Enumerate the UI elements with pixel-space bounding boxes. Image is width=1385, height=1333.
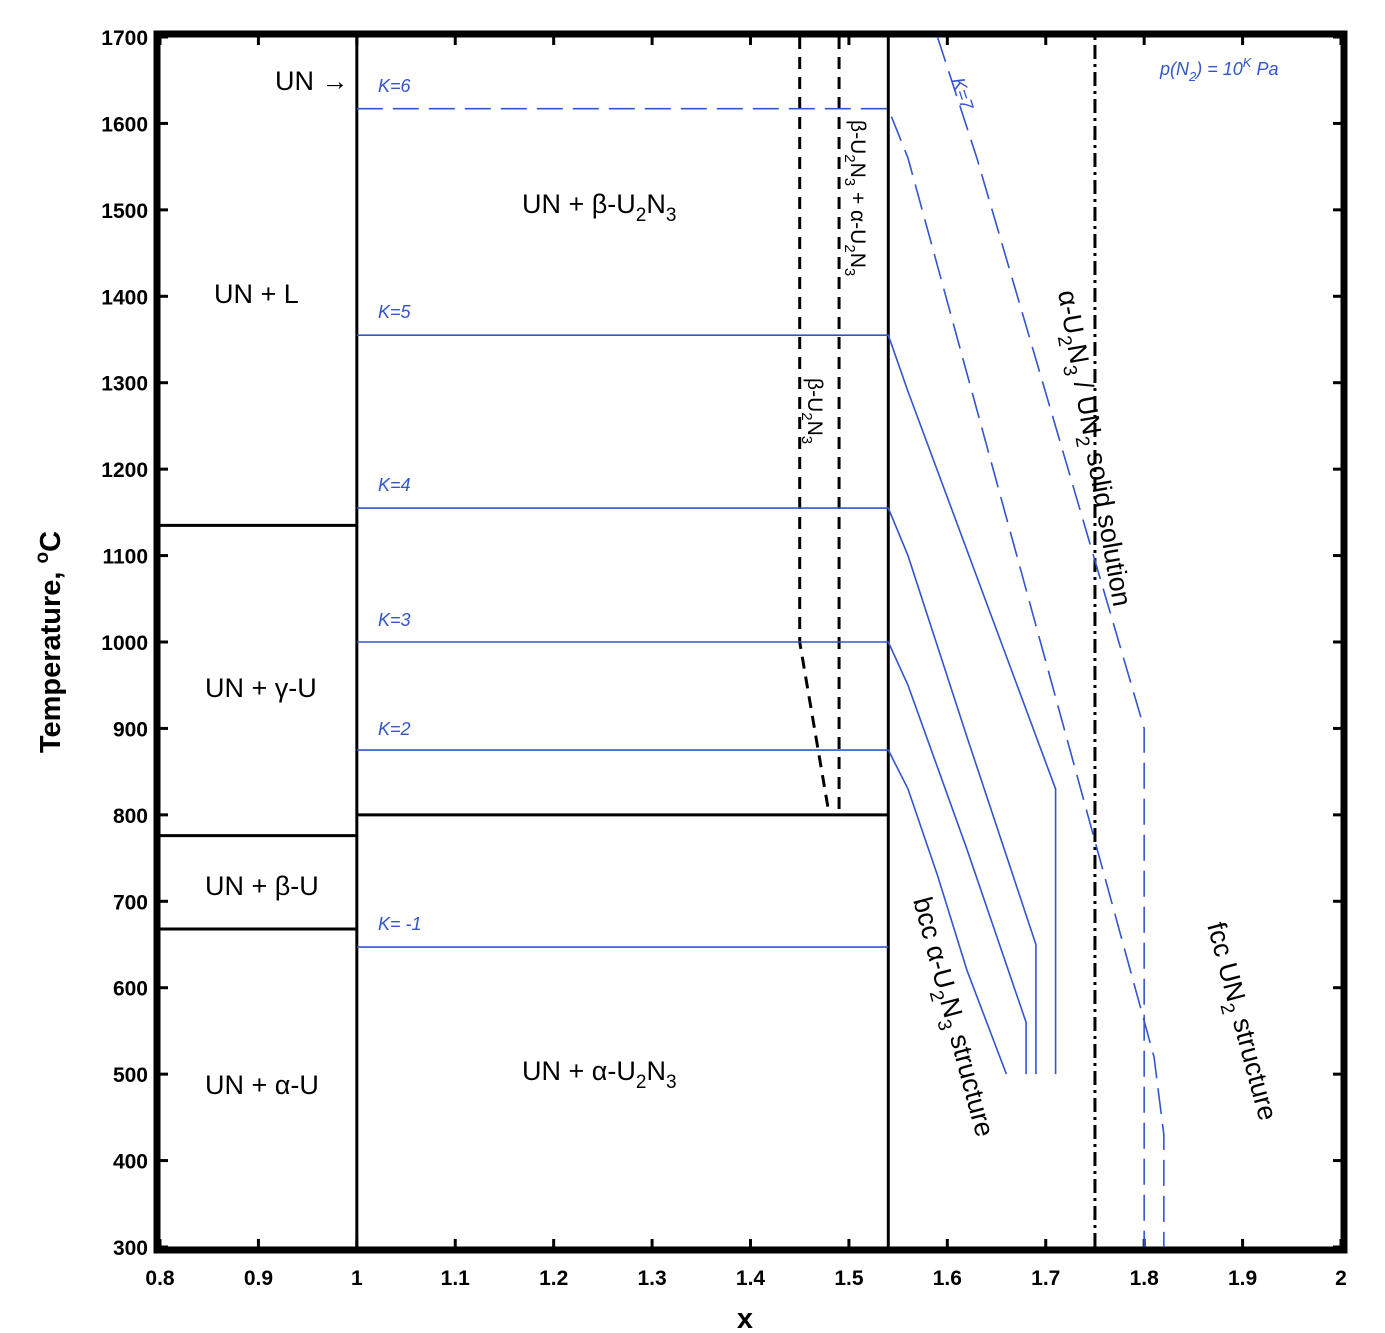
x-tick-label: 1.6 xyxy=(933,1267,962,1290)
isobar-series xyxy=(356,36,1165,1247)
isobar-line xyxy=(356,749,1008,1075)
k-label-5: K=5 xyxy=(378,302,412,322)
y-tick-label: 1200 xyxy=(101,459,148,482)
k-label-minus1: K= -1 xyxy=(378,914,422,934)
x-tick-label: 1.7 xyxy=(1031,1267,1060,1290)
x-tick-label: 0.9 xyxy=(244,1267,273,1290)
isobar-line xyxy=(356,334,1057,1075)
label-solid-solution: α-U2N3 / UN2 solid solution xyxy=(1045,288,1137,610)
isobar-line xyxy=(936,36,1145,1247)
x-tick-label: 1.2 xyxy=(539,1267,568,1290)
label-un-beta-u: UN + β-U xyxy=(205,871,319,901)
label-fcc-structure: fcc UN2 structure xyxy=(1194,919,1283,1126)
isobar-line xyxy=(356,507,1037,1075)
y-tick-label: 700 xyxy=(113,891,148,914)
y-tick-label: 400 xyxy=(113,1151,148,1174)
x-tick-label: 1.5 xyxy=(834,1267,864,1290)
x-tick-label: 1 xyxy=(351,1267,363,1290)
y-tick-label: 1600 xyxy=(101,113,148,136)
label-un-alpha-u: UN + α-U xyxy=(205,1070,319,1100)
x-tick-label: 2 xyxy=(1335,1267,1347,1290)
x-tick-label: 1.1 xyxy=(441,1267,471,1290)
y-axis-label: Temperature, oC xyxy=(32,531,67,753)
label-beta-u2n3: β-U2N3 xyxy=(798,378,826,444)
y-tick-label: 1400 xyxy=(101,286,148,309)
k-labels: K=6 K=5 K=4 K=3 K=2 K= -1 K=7 xyxy=(378,75,978,934)
k-label-2: K=2 xyxy=(378,719,411,739)
y-tick-label: 1100 xyxy=(102,546,148,569)
label-un-alpha-u2n3: UN + α-U2N3 xyxy=(522,1056,677,1093)
x-tick-label: 1.3 xyxy=(637,1267,666,1290)
y-tick-label: 600 xyxy=(113,978,148,1001)
x-tick-label: 1.4 xyxy=(736,1267,766,1290)
label-beta-alpha-u2n3: β-U2N3 + α-U2N3 xyxy=(841,120,869,276)
y-tick-label: 1500 xyxy=(101,200,148,223)
y-tick-label: 1000 xyxy=(101,632,148,655)
y-tick-label: 800 xyxy=(113,805,148,828)
x-tick-label: 1.9 xyxy=(1228,1267,1257,1290)
label-un-arrow: UN → xyxy=(275,66,349,96)
k-label-6: K=6 xyxy=(378,76,412,96)
y-tick-label: 900 xyxy=(113,718,148,741)
pressure-note: p(N2) = 10K Pa xyxy=(1159,55,1278,84)
y-tick-label: 500 xyxy=(113,1064,148,1087)
y-tick-label: 1700 xyxy=(101,27,148,50)
y-tick-label: 1300 xyxy=(101,373,148,396)
k-label-7: K=7 xyxy=(948,75,977,113)
k-label-3: K=3 xyxy=(378,610,411,630)
k-label-4: K=4 xyxy=(378,475,411,495)
label-un-beta-u2n3: UN + β-U2N3 xyxy=(522,189,676,226)
label-un-l: UN + L xyxy=(214,279,299,309)
isobar-line xyxy=(356,641,1027,1075)
y-tick-label: 300 xyxy=(113,1237,148,1260)
y-axis-ticks: 300 400 500 600 700 800 900 1000 1100 1200 1300 140… xyxy=(101,27,1341,1260)
x-axis-label: x xyxy=(737,1303,753,1333)
x-axis-ticks: 0.8 0.9 1 1.1 1.2 1.3 1.4 1.5 1.6 1.7 1.8 1.9 2 xyxy=(145,37,1347,1290)
x-tick-label: 1.8 xyxy=(1130,1267,1160,1290)
label-un-gamma-u: UN + γ-U xyxy=(205,673,317,703)
plot-frame xyxy=(153,30,1348,1254)
x-tick-label: 0.8 xyxy=(145,1267,175,1290)
region-labels: UN → UN + L UN + γ-U UN + β-U UN + α-U U… xyxy=(205,66,1283,1140)
isobar-line xyxy=(356,107,1165,1247)
